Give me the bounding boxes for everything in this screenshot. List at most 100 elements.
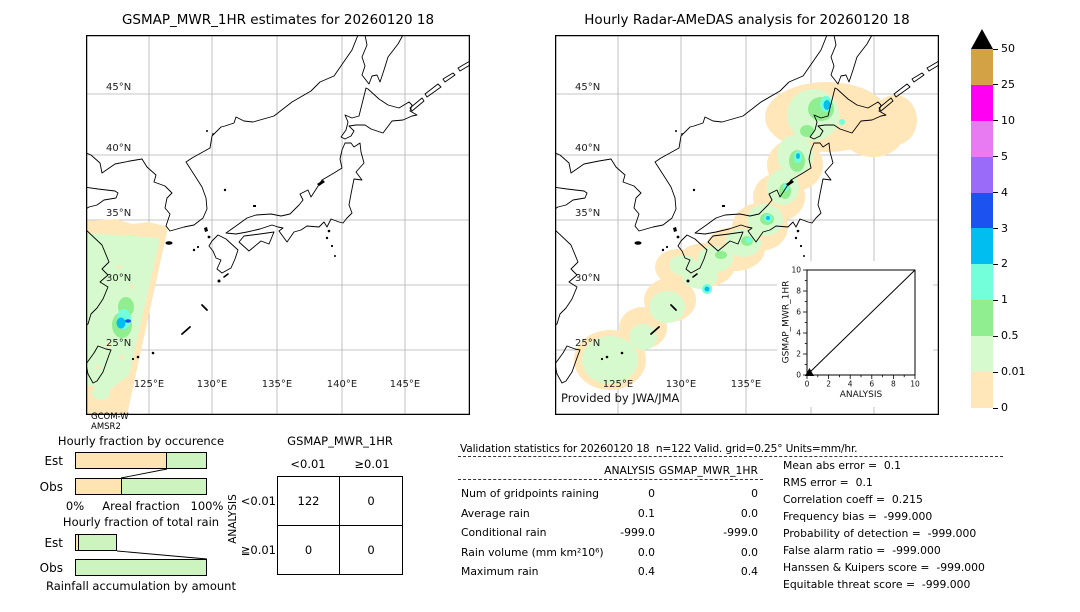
- bar-segment-orange: [76, 535, 79, 550]
- contingency-row-label-1: <0.01: [240, 494, 276, 508]
- stat-gsmap-value: 0.0: [740, 506, 758, 520]
- colorbar-tick: [993, 48, 998, 50]
- lat-label: 35°N: [106, 208, 131, 219]
- colorbar-segment: [971, 120, 993, 157]
- left-map-frame: [86, 35, 470, 415]
- lat-label: 45°N: [575, 82, 600, 93]
- lat-label: 40°N: [575, 143, 600, 154]
- score-line: Hanssen & Kuipers score = -999.000: [783, 561, 985, 574]
- occurrence-chart-title: Hourly fraction by occurence: [57, 434, 225, 448]
- y-tick-label: 2: [796, 350, 801, 359]
- x-tick-label: 6: [869, 380, 874, 389]
- dashed-divider: [458, 479, 763, 480]
- validation-header: Validation statistics for 20260120 18 n=…: [460, 443, 858, 455]
- right-map-frame: [555, 35, 939, 415]
- source-sensor: AMSR2: [91, 422, 121, 432]
- colorbar-tick-label: 1: [1001, 293, 1008, 307]
- contingency-row-group: ANALYSIS: [227, 494, 239, 544]
- score-line: Correlation coeff = 0.215: [783, 493, 923, 506]
- x-tick-label: 2: [826, 380, 831, 389]
- lon-label: 130°E: [666, 379, 696, 390]
- stat-analysis-value: 0.1: [637, 506, 655, 520]
- occurrence-est-label: Est: [44, 454, 63, 468]
- colorbar-tick: [993, 156, 998, 158]
- bar-segment-green: [167, 453, 206, 468]
- credit-text: Provided by JWA/JMA: [561, 391, 680, 405]
- y-tick-label: 8: [796, 287, 801, 296]
- colorbar-segment: [971, 192, 993, 229]
- contingency-table: 122 0 0 0: [277, 476, 403, 575]
- x-tick-label: 4: [848, 380, 853, 389]
- y-tick-label: 4: [796, 329, 801, 338]
- bar-segment-green: [76, 560, 206, 575]
- stat-gsmap-value: 0.4: [740, 565, 758, 578]
- colorbar-segment: [971, 372, 993, 408]
- left-precip-swath: [86, 219, 168, 415]
- y-tick-label: 0: [796, 371, 801, 380]
- left-map-source: GCOM-W AMSR2: [91, 412, 129, 432]
- contingency-col-group: GSMAP_MWR_1HR: [287, 434, 393, 448]
- lat-label: 35°N: [575, 208, 600, 219]
- inset-ylabel: GSMAP_MWR_1HR: [782, 281, 792, 364]
- score-line: Equitable threat score = -999.000: [783, 578, 971, 591]
- lat-label: 40°N: [106, 143, 131, 154]
- colorbar-segment: [971, 264, 993, 301]
- validation-column-analysis: ANALYSIS: [604, 464, 655, 477]
- bar-segment-green: [78, 535, 117, 550]
- stat-row-label: Conditional rain: [461, 526, 547, 539]
- stat-row-label: Maximum rain: [461, 565, 539, 578]
- stat-gsmap-value: 0.0: [740, 545, 758, 559]
- lon-label: 135°E: [262, 379, 292, 390]
- lon-label: 125°E: [134, 379, 164, 390]
- stat-analysis-value: 0.4: [637, 565, 655, 578]
- lat-label: 45°N: [106, 82, 131, 93]
- source-satellite: GCOM-W: [91, 412, 129, 422]
- x-tick-label: 8: [891, 380, 896, 389]
- colorbar-tick: [993, 192, 998, 194]
- left-map-grid-labels: 45°N 40°N 35°N 30°N 25°N 125°E 130°E 135°E 140°E…: [106, 82, 420, 390]
- colorbar-segment: [971, 84, 993, 121]
- totalrain-est-label: Est: [44, 536, 63, 550]
- score-line: RMS error = 0.1: [783, 476, 873, 489]
- score-line: False alarm ratio = -999.000: [783, 544, 941, 557]
- left-map: 45°N 40°N 35°N 30°N 25°N 125°E 130°E 135°E 140°E…: [86, 35, 470, 415]
- stat-row-label: Average rain: [461, 506, 530, 520]
- lon-label: 135°E: [731, 379, 761, 390]
- lon-label: 145°E: [390, 379, 420, 390]
- colorbar-tick-label: 0.5: [1001, 329, 1019, 343]
- x-tick-label: 10: [910, 380, 920, 389]
- occurrence-axis-label: Areal fraction: [102, 499, 180, 513]
- colorbar-tick-label: 0: [1001, 401, 1008, 414]
- stat-analysis-value: 0.0: [637, 545, 655, 559]
- colorbar-segment: [971, 336, 993, 373]
- colorbar-tick-label: 50: [1001, 42, 1015, 55]
- lat-label: 25°N: [575, 338, 600, 349]
- occurrence-obs-label: Obs: [39, 480, 63, 494]
- colorbar-tick: [993, 371, 998, 373]
- bar-segment-green: [121, 479, 206, 494]
- totalrain-chart-title: Hourly fraction of total rain: [62, 515, 220, 529]
- lat-label: 30°N: [106, 273, 131, 284]
- contingency-cell: 0: [340, 477, 402, 526]
- colorbar-tick: [993, 335, 998, 337]
- bar-segment-orange: [76, 479, 122, 494]
- colorbar-overflow-triangle: [971, 29, 993, 49]
- right-map: 45°N40°N35°N30°N25°N125°E130°E135°E140°E…: [555, 35, 939, 415]
- colorbar-tick: [993, 228, 998, 229]
- right-precip-field: [574, 82, 917, 390]
- colorbar-tick-label: 10: [1001, 113, 1015, 127]
- colorbar-tick-label: 2: [1001, 257, 1008, 271]
- occurrence-est-bar: [75, 452, 207, 469]
- colorbar-tick: [993, 84, 998, 86]
- validation-column-gsmap: GSMAP_MWR_1HR: [658, 464, 758, 477]
- contingency-cell: 0: [367, 543, 375, 557]
- colorbar-segment: [971, 156, 993, 193]
- stat-row-label: Num of gridpoints raining: [461, 487, 600, 500]
- lat-label: 30°N: [575, 273, 600, 284]
- contingency-cell: 122: [278, 477, 340, 526]
- score-line: Frequency bias = -999.000: [783, 510, 933, 523]
- inset-scatter: 0 2 4 6 8 10 0 2 4 6 8 10 ANALYSIS GSMAP_MWR_1HR: [777, 261, 933, 407]
- contingency-col-label-2: ≥0.01: [354, 457, 390, 471]
- colorbar-tick: [993, 120, 998, 122]
